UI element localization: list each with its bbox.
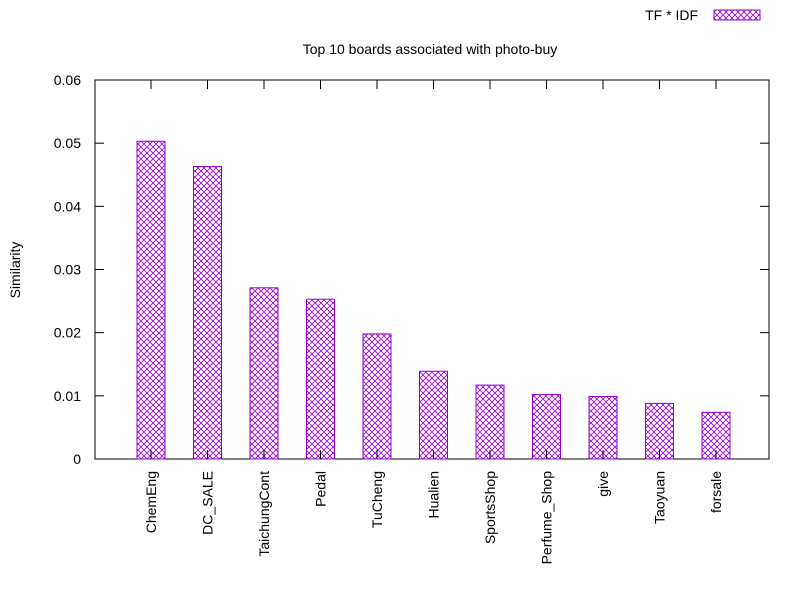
y-tick-label: 0 xyxy=(73,451,81,467)
x-axis: ChemEng DC_SALE TaichungCont Pedal TuCheng Hu… xyxy=(143,80,724,564)
x-tick-label: Perfume_Shop xyxy=(539,471,555,565)
y-tick-label: 0.01 xyxy=(54,388,81,404)
legend-label: TF * IDF xyxy=(645,7,698,23)
chart-title: Top 10 boards associated with photo-buy xyxy=(303,41,558,57)
y-tick-label: 0.03 xyxy=(54,262,81,278)
bar xyxy=(249,287,279,460)
x-tick-label: ChemEng xyxy=(143,471,159,533)
x-tick-label: TaichungCont xyxy=(256,471,272,557)
bar xyxy=(306,298,335,460)
y-tick-label: 0.04 xyxy=(54,198,81,214)
y-tick-label: 0.05 xyxy=(54,135,81,151)
x-tick-label: give xyxy=(595,471,611,497)
legend-swatch xyxy=(713,9,761,21)
bar xyxy=(588,395,618,460)
x-tick-label: Pedal xyxy=(313,471,329,507)
legend: TF * IDF xyxy=(645,7,761,23)
y-tick-label: 0.06 xyxy=(54,72,81,88)
bar xyxy=(475,384,505,460)
bar xyxy=(532,394,561,460)
y-axis-label: Similarity xyxy=(7,242,23,299)
x-tick-label: forsale xyxy=(708,471,724,513)
x-tick-label: Hualien xyxy=(426,471,442,518)
bar xyxy=(136,140,166,460)
y-axis: 0 0.01 0.02 0.03 0.04 0.05 0.06 xyxy=(54,72,769,467)
bar xyxy=(701,411,731,460)
bar xyxy=(193,166,222,460)
x-tick-label: Taoyuan xyxy=(652,471,668,524)
bar xyxy=(419,370,448,460)
x-tick-label: DC_SALE xyxy=(200,471,216,535)
y-tick-label: 0.02 xyxy=(54,325,81,341)
bar xyxy=(362,333,392,460)
bar xyxy=(645,402,674,460)
x-tick-label: SportsShop xyxy=(482,471,498,544)
bar-series xyxy=(136,140,731,460)
x-tick-label: TuCheng xyxy=(369,471,385,528)
